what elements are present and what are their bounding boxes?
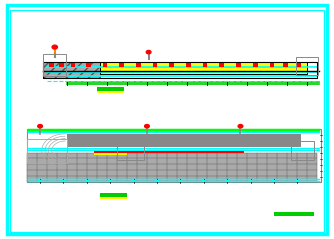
Bar	[165, 81, 169, 82]
Bar	[119, 63, 124, 67]
Bar	[27, 139, 67, 163]
Bar	[97, 91, 124, 93]
Bar	[62, 180, 65, 182]
Bar	[65, 81, 69, 82]
Bar	[94, 153, 127, 155]
Bar	[27, 153, 317, 182]
Bar	[225, 81, 229, 82]
Bar	[249, 180, 252, 182]
Bar	[296, 57, 318, 75]
Bar	[85, 180, 89, 182]
Bar	[253, 63, 258, 67]
Bar	[43, 54, 66, 76]
Bar	[43, 62, 317, 78]
Bar	[100, 62, 307, 74]
Bar	[38, 180, 42, 182]
Bar	[43, 62, 100, 78]
Bar	[169, 63, 174, 67]
Circle shape	[38, 125, 42, 128]
Bar	[202, 180, 205, 182]
Bar	[100, 193, 127, 197]
Bar	[179, 180, 182, 182]
Bar	[291, 141, 314, 160]
Bar	[85, 81, 89, 82]
Bar	[270, 63, 274, 67]
Bar	[136, 63, 141, 67]
Bar	[59, 63, 64, 67]
Bar	[103, 63, 107, 67]
Bar	[296, 180, 299, 182]
Bar	[153, 63, 157, 67]
Bar	[225, 180, 229, 182]
Bar	[219, 63, 224, 67]
Bar	[97, 87, 124, 91]
Bar	[67, 134, 301, 147]
Bar	[49, 63, 54, 67]
Bar	[100, 197, 127, 199]
Bar	[155, 180, 159, 182]
Bar	[205, 81, 209, 82]
Bar	[105, 81, 109, 82]
Bar	[283, 63, 288, 67]
Bar	[132, 180, 135, 182]
Bar	[203, 63, 207, 67]
Bar	[285, 81, 289, 82]
Bar	[296, 63, 301, 67]
Bar	[71, 63, 75, 67]
Bar	[186, 63, 191, 67]
Bar	[125, 81, 129, 82]
Bar	[245, 81, 249, 82]
Bar	[305, 81, 309, 82]
Bar	[117, 141, 144, 160]
Circle shape	[238, 125, 243, 128]
Bar	[185, 81, 189, 82]
Bar	[272, 180, 276, 182]
Circle shape	[145, 125, 149, 128]
Bar	[94, 151, 244, 153]
Bar	[236, 63, 241, 67]
Bar	[109, 180, 112, 182]
Bar	[274, 212, 314, 216]
Circle shape	[146, 50, 151, 54]
Bar	[27, 129, 321, 182]
Bar	[265, 81, 269, 82]
Bar	[86, 63, 91, 67]
Circle shape	[52, 45, 57, 49]
Bar	[145, 81, 149, 82]
